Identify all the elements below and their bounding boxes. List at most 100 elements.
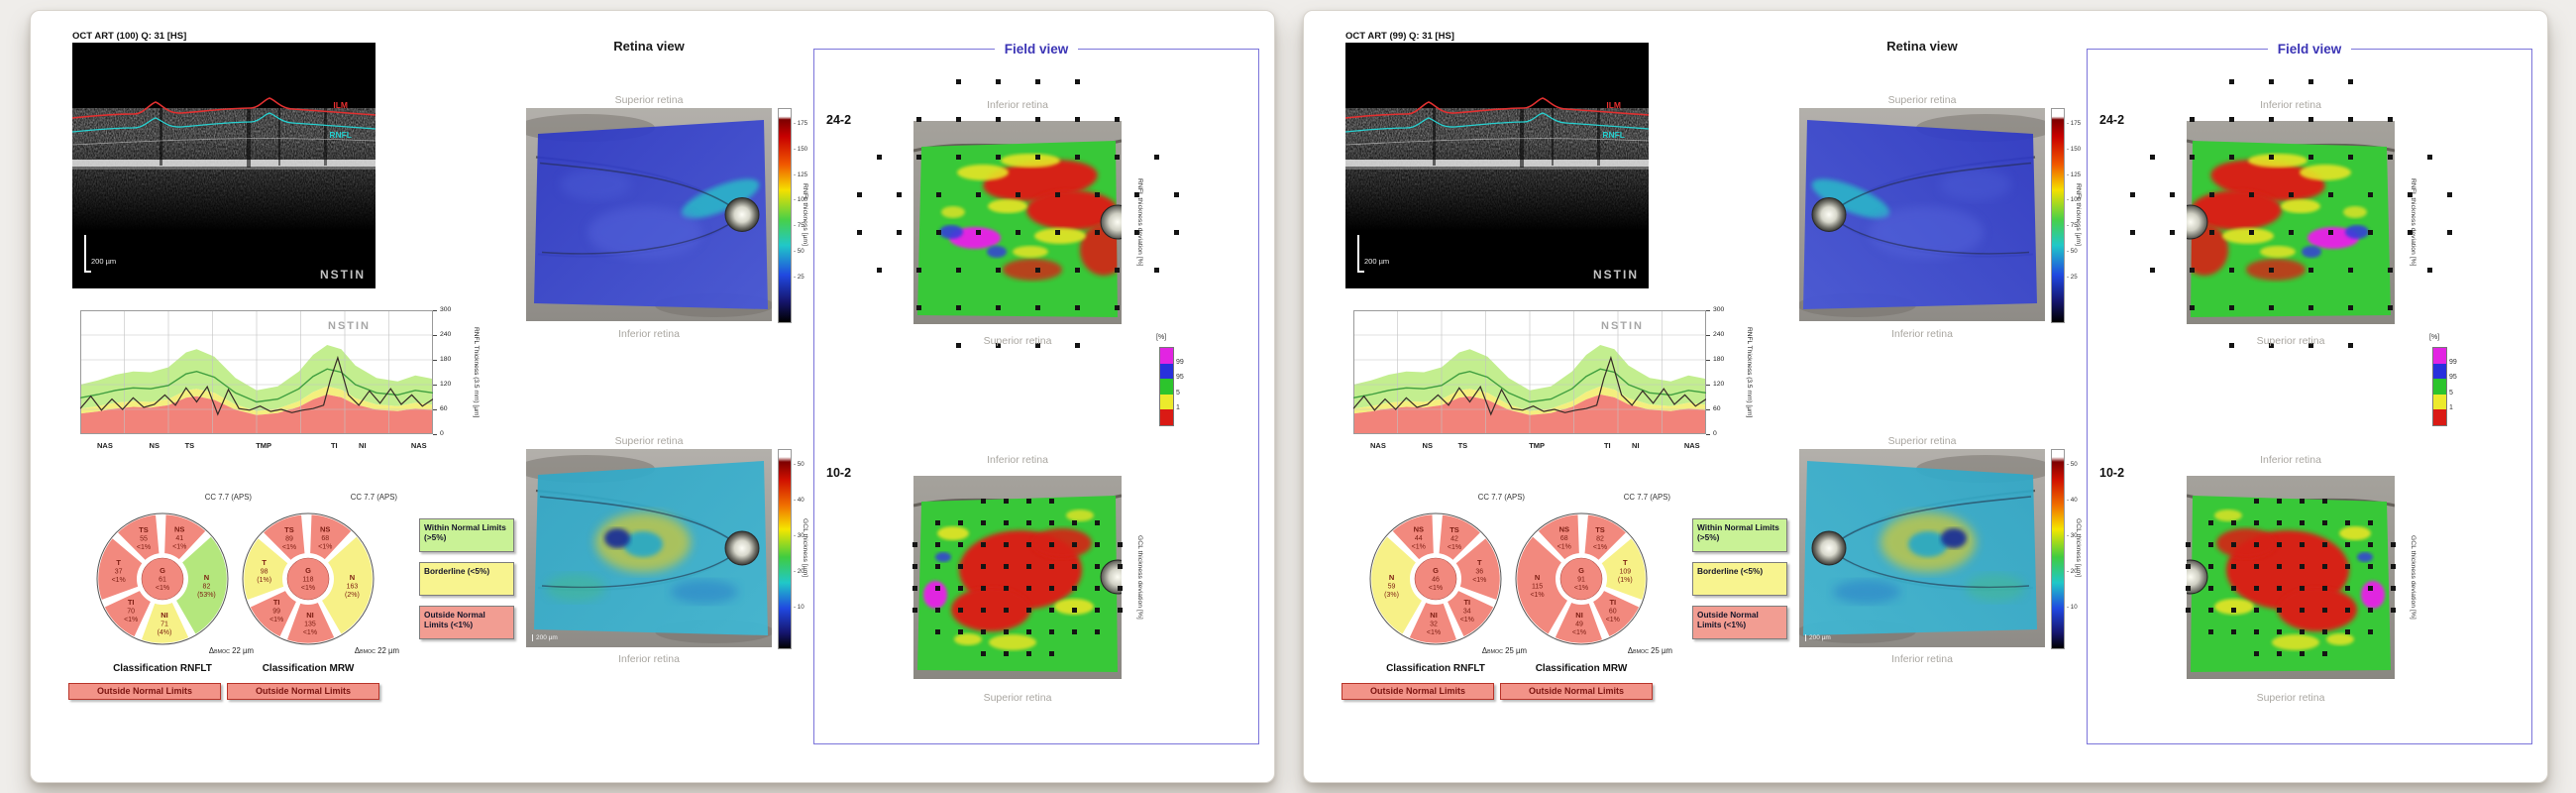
vf-test-point bbox=[2322, 498, 2327, 504]
ilm-layer-label: ILM bbox=[333, 100, 348, 110]
vf-test-point bbox=[2391, 585, 2396, 591]
svg-text:N: N bbox=[1389, 573, 1394, 582]
vf-test-point bbox=[1074, 342, 1080, 348]
classification-title-rnflt: Classification RNFLT bbox=[113, 663, 212, 674]
x-tick: TS bbox=[184, 441, 195, 450]
vf-test-point bbox=[1049, 541, 1054, 547]
vf-test-point bbox=[2368, 563, 2373, 569]
retina-superior-label: Superior retina bbox=[614, 94, 684, 106]
vf-test-point bbox=[915, 116, 921, 122]
vf-test-point bbox=[1004, 563, 1009, 569]
svg-text:NI: NI bbox=[161, 611, 168, 620]
vf-test-point bbox=[2186, 607, 2191, 613]
vf-test-point bbox=[2368, 607, 2373, 613]
vf-test-point bbox=[2345, 519, 2350, 525]
vf-test-point bbox=[2391, 563, 2396, 569]
vf-test-point bbox=[2228, 342, 2234, 348]
vf-test-point bbox=[995, 154, 1001, 160]
colorbar-tick: - 100 bbox=[2067, 196, 2082, 204]
profile-y-axis-label: RNFL Thickness (3.5 mm) [µm] bbox=[473, 327, 480, 418]
rnfl-profile-chart: NSTIN 300 240 180 120 60 0 RNFL Thickness (3.… bbox=[72, 298, 498, 465]
vf-test-point bbox=[1074, 154, 1080, 160]
y-tick: 300 bbox=[1713, 306, 1725, 313]
gcl-colorbar bbox=[2051, 449, 2065, 649]
deviation-scale-segment bbox=[1160, 348, 1173, 364]
vf-test-point bbox=[1004, 498, 1009, 504]
vf-test-point bbox=[2387, 154, 2393, 160]
orientation-label: NSTIN bbox=[1593, 268, 1639, 282]
vf-test-point bbox=[935, 563, 940, 569]
svg-text:<1%: <1% bbox=[124, 617, 138, 623]
y-tick: 0 bbox=[1713, 430, 1717, 437]
vf-superior-label: Superior retina bbox=[983, 692, 1052, 704]
vf-test-point bbox=[955, 78, 961, 84]
vf-test-point bbox=[1004, 607, 1009, 613]
svg-text:109: 109 bbox=[1619, 569, 1631, 576]
svg-text:99: 99 bbox=[272, 608, 280, 615]
vf-test-point bbox=[995, 342, 1001, 348]
report-panel[interactable]: OCT ART (100) Q: 31 [HS] ILM RNFL 200 µm… bbox=[30, 10, 1275, 783]
vf-test-point bbox=[1095, 628, 1100, 634]
colorbar-tick: - 20 bbox=[2067, 568, 2078, 575]
vf-test-point bbox=[995, 78, 1001, 84]
colorbar-tick: - 10 bbox=[794, 604, 805, 611]
colorbar-tick: - 20 bbox=[794, 568, 805, 575]
rnfl-colorbar-label: RNFL thickness [µm] bbox=[802, 183, 808, 246]
report-panel[interactable]: OCT ART (99) Q: 31 [HS] ILM RNFL 200 µm … bbox=[1303, 10, 2548, 783]
vf-test-point bbox=[2300, 585, 2305, 591]
colorbar-tick: - 10 bbox=[2067, 604, 2078, 611]
vf-test-point bbox=[1049, 607, 1054, 613]
vf-test-point bbox=[2300, 519, 2305, 525]
vf-test-point bbox=[1153, 154, 1159, 160]
svg-text:55: 55 bbox=[140, 536, 148, 543]
vf-test-point bbox=[2208, 607, 2213, 613]
vf-test-point bbox=[2391, 541, 2396, 547]
rnfl-colorbar-label: RNFL thickness [µm] bbox=[2075, 183, 2082, 246]
x-tick: NI bbox=[359, 441, 367, 450]
svg-text:TI: TI bbox=[273, 598, 280, 607]
status-badge-rnflt: Outside Normal Limits bbox=[68, 683, 221, 700]
deviation-scale-tick: 95 bbox=[1176, 374, 1184, 382]
status-badge-mrw: Outside Normal Limits bbox=[227, 683, 379, 700]
vf-test-point bbox=[1095, 519, 1100, 525]
vf-test-point bbox=[1054, 229, 1060, 235]
y-tick: 60 bbox=[440, 405, 448, 412]
svg-text:49: 49 bbox=[1575, 621, 1583, 627]
vf-test-point bbox=[1095, 563, 1100, 569]
vf-test-point bbox=[2288, 191, 2294, 197]
retina-inferior-label: Inferior retina bbox=[1891, 653, 1953, 665]
deviation-scale-tick: 99 bbox=[2449, 358, 2457, 366]
vf-test-point bbox=[2327, 229, 2333, 235]
vf-test-point bbox=[1133, 191, 1139, 197]
vf-test-point bbox=[2277, 607, 2282, 613]
vf-test-point bbox=[2228, 267, 2234, 273]
vf-test-point bbox=[2308, 267, 2313, 273]
x-tick: NAS bbox=[1369, 441, 1386, 450]
vf-test-point bbox=[935, 229, 941, 235]
svg-text:36: 36 bbox=[1475, 569, 1483, 576]
vf-test-point bbox=[2277, 498, 2282, 504]
svg-text:T: T bbox=[1623, 558, 1628, 567]
vf-test-point bbox=[2208, 229, 2214, 235]
rnfl-deviation-axis-label: RNFL thickness deviation [%] bbox=[1136, 178, 1143, 267]
field-view-title: Field view bbox=[2088, 41, 2531, 58]
svg-text:<1%: <1% bbox=[282, 544, 296, 551]
vf-test-point bbox=[2268, 267, 2274, 273]
vf-test-point bbox=[2300, 628, 2305, 634]
bmoc-delta-rnflt: ΔBMOC 22 µm bbox=[208, 646, 254, 655]
vf-test-point bbox=[1072, 563, 1077, 569]
profile-y-axis-label: RNFL Thickness (3.5 mm) [µm] bbox=[1746, 327, 1753, 418]
rnfl-deviation-axis-label: RNFL thickness deviation [%] bbox=[2410, 178, 2416, 267]
vf-test-point bbox=[1004, 519, 1009, 525]
vf-test-point bbox=[2345, 541, 2350, 547]
svg-text:(53%): (53%) bbox=[197, 592, 216, 599]
gcl-colorbar bbox=[778, 449, 792, 649]
vf-test-point bbox=[2248, 191, 2254, 197]
vf-test-point bbox=[915, 304, 921, 310]
vf-test-point bbox=[2347, 267, 2353, 273]
test-name-24-2: 24-2 bbox=[826, 113, 852, 127]
vf-test-point bbox=[2277, 541, 2282, 547]
deviation-scale-segment bbox=[2433, 348, 2446, 364]
vf-test-point bbox=[912, 585, 917, 591]
vf-test-point bbox=[1026, 563, 1031, 569]
